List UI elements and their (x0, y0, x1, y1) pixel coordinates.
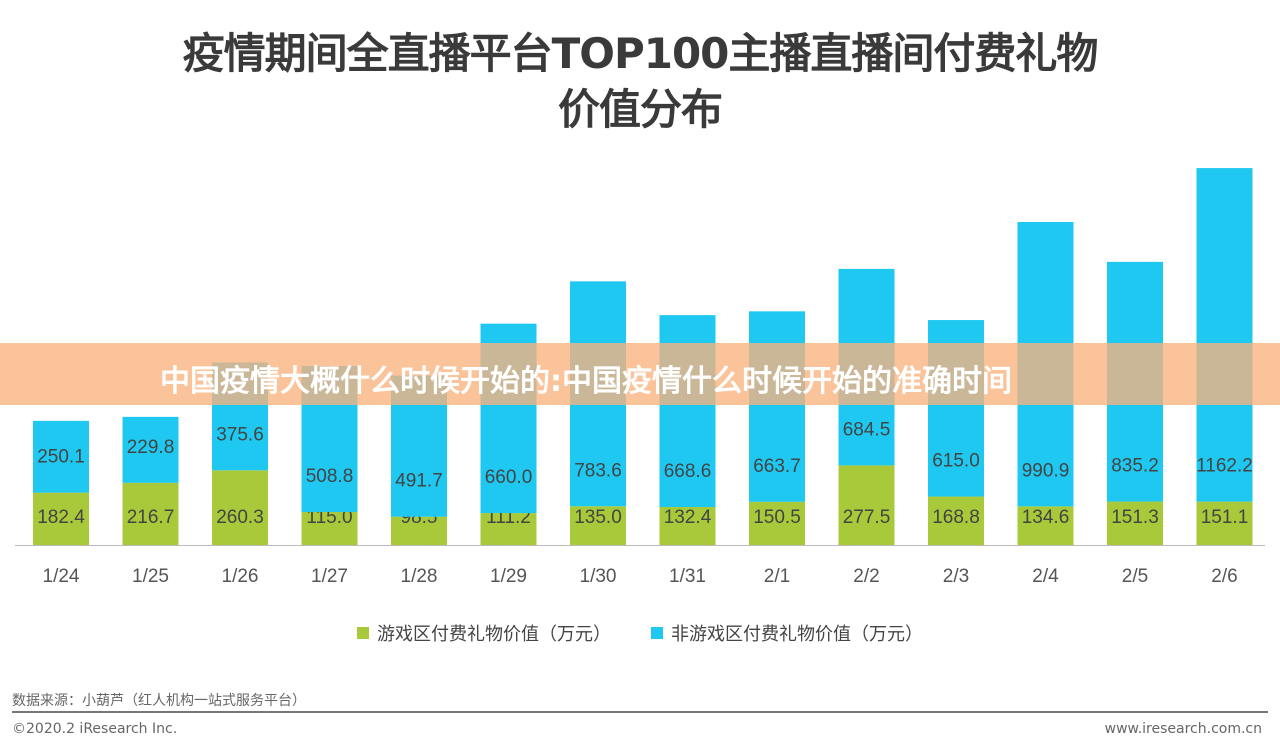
bar-game (659, 507, 716, 545)
chart-title-line-2: 价值分布 (557, 85, 723, 134)
data-label: 1162.2 (1196, 456, 1253, 477)
data-label: 115.0 (306, 507, 352, 528)
x-tick-label: 1/27 (311, 566, 348, 587)
stacked-bar-chart: 182.4 250.1 1/24 216.7 229.8 1/25 260.3 375.6 1/… (15, 168, 1265, 587)
bar-game (33, 492, 89, 545)
x-tick-label: 1/26 (222, 566, 259, 587)
data-label: 660.0 (485, 467, 533, 488)
data-label: 663.7 (753, 456, 801, 477)
data-label: 216.7 (127, 507, 175, 528)
x-tick-label: 2/4 (1032, 566, 1059, 587)
data-label: 132.4 (664, 507, 712, 528)
x-tick-label: 2/3 (943, 566, 969, 587)
overlay-banner (0, 343, 1280, 405)
data-label: 835.2 (1111, 456, 1159, 477)
x-tick-label: 1/24 (43, 566, 80, 587)
data-label: 508.8 (306, 466, 354, 487)
legend-label-nongame: 非游戏区付费礼物价值（万元） (671, 624, 923, 645)
x-tick-label: 1/31 (669, 566, 706, 587)
data-label: 668.6 (664, 461, 712, 482)
x-tick-label: 2/1 (764, 566, 790, 587)
bar-nongame (1196, 168, 1253, 502)
legend-swatch-nongame (651, 627, 663, 639)
data-label: 684.5 (843, 419, 891, 440)
legend-swatch-game (357, 627, 369, 639)
data-label: 375.6 (216, 424, 264, 445)
data-source: 数据来源：小葫芦（红人机构一站式服务平台） (12, 693, 306, 709)
data-label: 151.1 (1201, 507, 1249, 528)
bar-game (391, 516, 447, 545)
x-tick-label: 2/6 (1211, 566, 1237, 587)
data-label: 783.6 (574, 460, 622, 481)
data-label: 229.8 (127, 437, 175, 458)
x-tick-label: 1/30 (580, 566, 617, 587)
bar-game (301, 511, 358, 545)
bar-nongame (33, 420, 89, 493)
bar-game (570, 506, 626, 545)
bar-nongame (122, 416, 179, 483)
data-label: 250.1 (37, 447, 85, 468)
data-label: 615.0 (932, 451, 980, 472)
chart-title-line-1: 疫情期间全直播平台TOP100主播直播间付费礼物 (182, 29, 1099, 78)
bar-game (1017, 506, 1074, 545)
legend-item-game: 游戏区付费礼物价值（万元） (357, 620, 611, 646)
bar-game (480, 513, 537, 545)
x-tick-label: 2/5 (1122, 566, 1148, 587)
legend-label-game: 游戏区付费礼物价值（万元） (377, 624, 611, 645)
data-label: 135.0 (574, 507, 622, 528)
x-tick-label: 2/2 (853, 566, 879, 587)
data-label: 990.9 (1022, 460, 1070, 481)
bar-game (212, 470, 268, 545)
data-label: 150.5 (753, 507, 801, 528)
bar-game (1196, 501, 1253, 545)
data-label: 151.3 (1111, 507, 1159, 528)
bar-game (749, 501, 805, 545)
bar-game (1107, 501, 1163, 545)
data-label: 168.8 (932, 507, 980, 528)
data-label: 134.6 (1022, 507, 1070, 528)
data-label: 260.3 (216, 507, 264, 528)
data-label: 277.5 (843, 507, 891, 528)
data-label: 182.4 (37, 507, 85, 528)
copyright: ©2020.2 iResearch Inc. (12, 721, 178, 737)
website-link[interactable]: www.iresearch.com.cn (1104, 721, 1262, 737)
legend: 游戏区付费礼物价值（万元） 非游戏区付费礼物价值（万元） (0, 620, 1280, 646)
bar-game (122, 482, 179, 545)
data-label: 491.7 (395, 471, 443, 492)
footer-divider (12, 711, 1268, 713)
x-tick-label: 1/29 (490, 566, 527, 587)
overlay-banner-text: 中国疫情大概什么时候开始的:中国疫情什么时候开始的准确时间 (160, 364, 1012, 399)
x-tick-label: 1/25 (132, 566, 169, 587)
legend-item-nongame: 非游戏区付费礼物价值（万元） (651, 620, 923, 646)
x-tick-label: 1/28 (401, 566, 438, 587)
bar-game (928, 496, 984, 545)
bar-game (838, 465, 895, 545)
